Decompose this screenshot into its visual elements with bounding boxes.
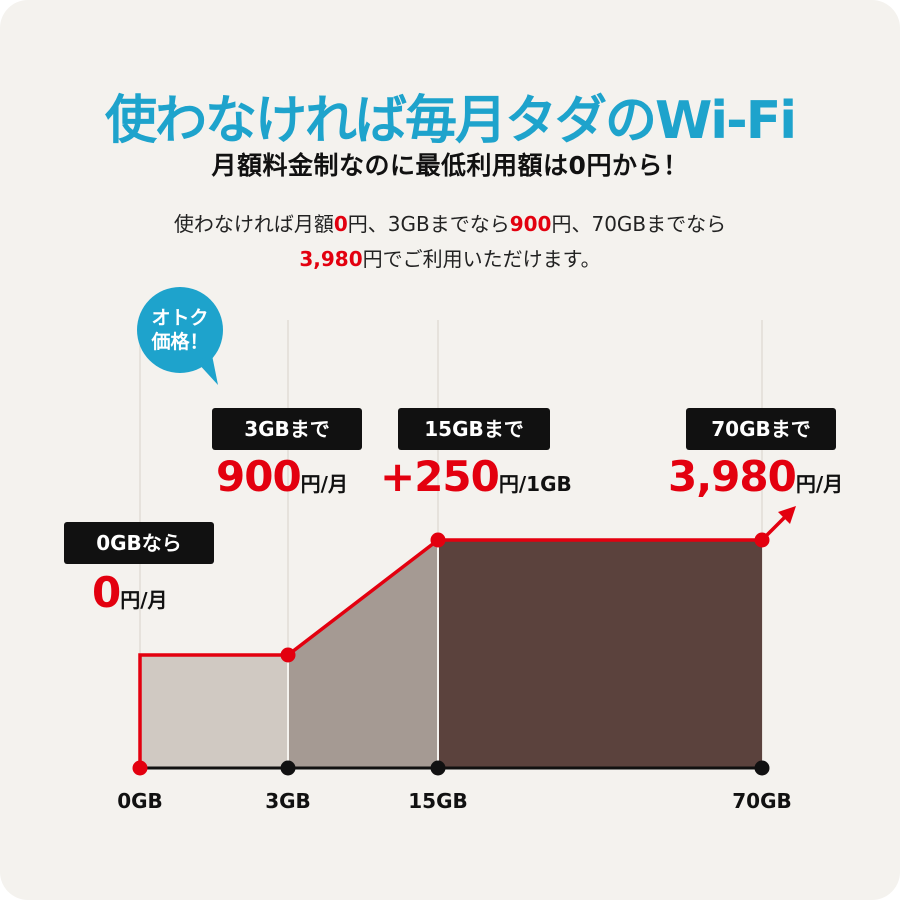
description-text: 円、3GBまでなら [347,212,510,236]
price-value: 900 [216,452,302,501]
segment-0-3gb [140,655,288,768]
tier-tag-0gb: 0GBなら [64,522,214,564]
tier-tag-70gb: 70GBまで [686,408,836,450]
speech-bubble-icon [137,287,223,385]
description-line-1: 使わなければ月額0円、3GBまでなら900円、70GBまでなら [0,208,900,237]
description-highlight: 0 [333,212,348,236]
axis-point [132,760,148,776]
price-unit: 円/月 [120,588,168,612]
x-axis-label: 0GB [117,789,163,813]
description-text: 使わなければ月額 [173,212,334,236]
price-unit: 円/1GB [498,472,572,496]
description-text: 円でご利用いただけます。 [362,247,601,271]
page-title: 使わなければ毎月タダのWi-Fi [104,91,797,151]
price-point [754,532,770,548]
bubble-label-line: 価格！ [151,331,209,353]
tier-price-3gb: 900円/月 [216,452,348,501]
page-subtitle: 月額料金制なのに最低利用額は0円から！ [211,151,689,180]
x-axis-label: 3GB [265,789,311,813]
price-value: +250 [380,452,500,501]
tier-tag-3gb: 3GBまで [212,408,362,450]
segment-15-70gb [438,540,762,768]
x-axis-label: 15GB [408,789,468,813]
axis-point [430,760,446,776]
price-unit: 円/月 [300,472,348,496]
segment-3-15gb [288,540,438,768]
bubble-label-line: オトク [151,307,209,329]
price-value: 0 [92,568,121,617]
description-highlight: 3,980 [299,247,363,271]
price-point [430,532,446,548]
arrow-head-icon [778,506,796,524]
price-point [280,647,296,663]
tier-price-70gb: 3,980円/月 [668,452,843,501]
axis-point [754,760,770,776]
description-line-2: 3,980円でご利用いただけます。 [0,243,900,272]
bubble-label: オトク 価格！ [120,306,240,354]
x-axis-label: 70GB [732,789,792,813]
description-text: 円、70GBまでなら [551,212,727,236]
price-unit: 円/月 [795,472,844,496]
tier-price-15gb: +250円/1GB [380,452,572,501]
tier-price-0gb: 0円/月 [92,568,168,617]
axis-point [280,760,296,776]
description-highlight: 900 [509,212,552,236]
price-value: 3,980 [668,452,797,501]
tier-tag-15gb: 15GBまで [398,408,550,450]
